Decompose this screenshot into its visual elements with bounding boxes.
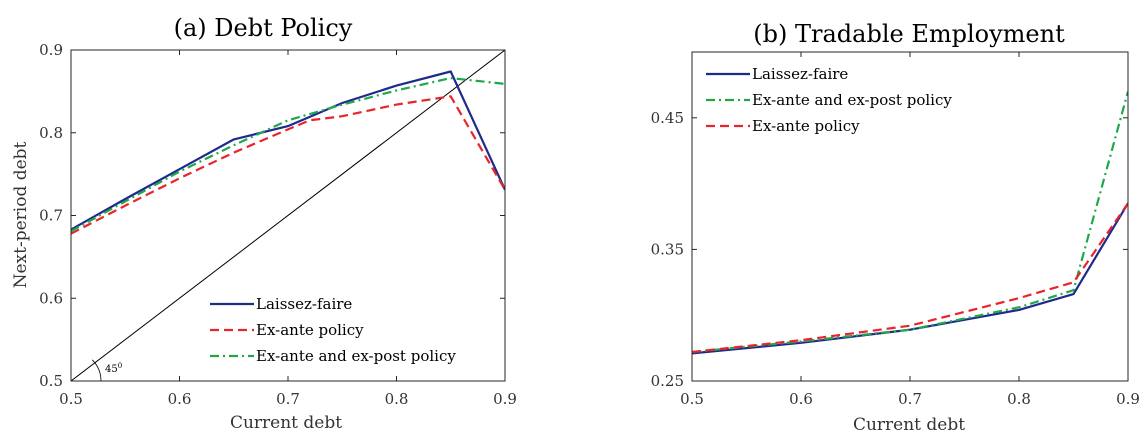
y-tick-label: 0.5 xyxy=(39,372,63,390)
y-axis-label: Next-period debt xyxy=(11,141,31,288)
y-tick-label: 0.6 xyxy=(39,289,63,307)
series-line-1 xyxy=(71,70,505,231)
legend: Laissez-faire Ex-ante and ex-post policy E… xyxy=(706,65,952,135)
series-line-2 xyxy=(71,95,505,235)
y-tick-label: 0.45 xyxy=(651,109,684,127)
reference-line-45 xyxy=(71,50,505,381)
y-tick-label: 0.7 xyxy=(39,207,63,225)
x-tick-label: 0.7 xyxy=(276,390,300,408)
x-tick-label: 0.8 xyxy=(385,390,409,408)
x-tick-label: 0.6 xyxy=(789,390,813,408)
legend-label-2: Ex-ante and ex-post policy xyxy=(752,91,952,109)
series-line-1 xyxy=(692,202,1128,355)
series-line-3 xyxy=(692,202,1128,354)
y-tick-label: 0.35 xyxy=(651,240,684,258)
x-tick-label: 0.8 xyxy=(1007,390,1031,408)
chart-title: (b) Tradable Employment xyxy=(753,20,1065,48)
y-tick-label: 0.9 xyxy=(39,41,63,59)
angle-arc xyxy=(91,359,102,382)
x-tick-label: 0.5 xyxy=(59,390,83,408)
y-tick-label: 0.25 xyxy=(651,372,684,390)
x-axis-label: Current debt xyxy=(853,415,965,435)
x-tick-label: 0.6 xyxy=(168,390,192,408)
angle-annotation: 450 xyxy=(105,362,122,375)
angle-annotation-superscript: 0 xyxy=(118,362,122,370)
legend-label-2: Ex-ante policy xyxy=(256,321,364,339)
legend-label-3: Ex-ante and ex-post policy xyxy=(256,347,456,365)
chart-panel-debt-policy: (a) Debt Policy Current debt Next-period… xyxy=(11,14,517,433)
chart-panel-tradable-employment: (b) Tradable Employment Current debt 0.5… xyxy=(651,20,1140,435)
x-tick-label: 0.7 xyxy=(898,390,922,408)
series-line-3 xyxy=(71,76,505,233)
x-tick-label: 0.9 xyxy=(493,390,517,408)
x-axis-label: Current debt xyxy=(230,413,342,433)
chart-title: (a) Debt Policy xyxy=(174,14,353,42)
legend-label-1: Laissez-faire xyxy=(256,295,352,313)
x-tick-label: 0.9 xyxy=(1116,390,1140,408)
legend: Laissez-faire Ex-ante policy Ex-ante and e… xyxy=(210,295,456,365)
series-line-2 xyxy=(692,91,1128,354)
angle-annotation-value: 45 xyxy=(105,364,118,375)
legend-label-3: Ex-ante policy xyxy=(752,117,860,135)
y-tick-label: 0.8 xyxy=(39,124,63,142)
x-tick-label: 0.5 xyxy=(680,390,704,408)
legend-label-1: Laissez-faire xyxy=(752,65,848,83)
